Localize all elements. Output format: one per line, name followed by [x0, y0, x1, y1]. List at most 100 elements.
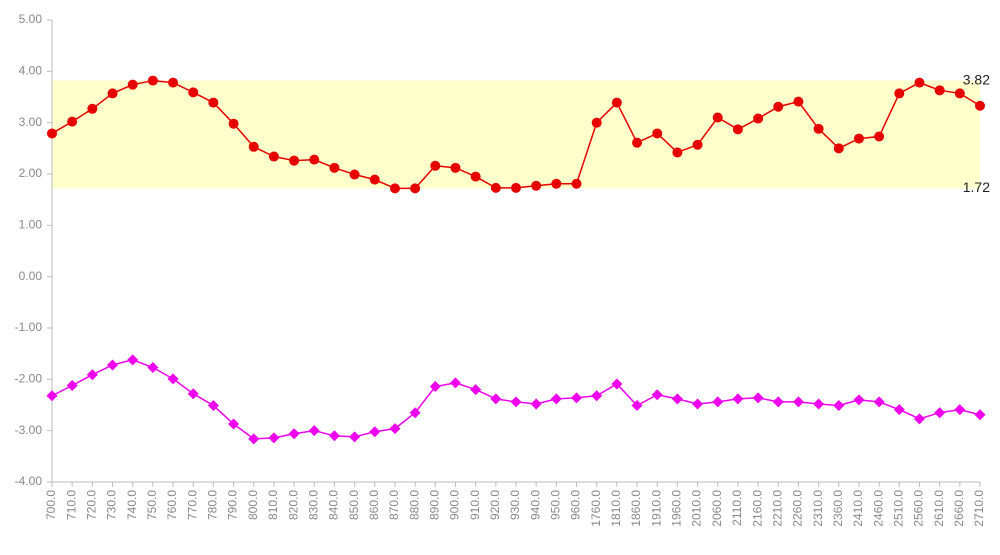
point: [550, 393, 562, 405]
point: [329, 162, 340, 173]
point: [188, 87, 199, 98]
point: [551, 178, 562, 189]
x-tick-label: 890.0: [427, 490, 441, 520]
point: [531, 180, 542, 191]
point: [107, 88, 118, 99]
point: [914, 77, 925, 88]
point: [147, 362, 159, 374]
point: [974, 409, 986, 421]
point: [228, 118, 239, 129]
point: [853, 133, 864, 144]
x-tick-label: 1860.0: [629, 490, 643, 527]
y-tick-label: -3.00: [15, 423, 43, 437]
x-tick-label: 870.0: [387, 490, 401, 520]
band-label: 3.82: [963, 71, 990, 87]
point: [309, 154, 320, 165]
point: [187, 388, 199, 400]
x-tick-label: 900.0: [448, 490, 462, 520]
x-tick-label: 910.0: [468, 490, 482, 520]
x-tick-label: 700.0: [44, 490, 58, 520]
x-tick-label: 840.0: [327, 490, 341, 520]
point: [954, 88, 965, 99]
point: [66, 379, 78, 391]
x-tick-label: 2110.0: [730, 490, 744, 526]
point: [591, 117, 602, 128]
point: [328, 430, 340, 442]
point: [490, 182, 501, 193]
point: [631, 400, 643, 412]
point: [430, 160, 441, 171]
point: [975, 100, 985, 111]
x-tick-label: 790.0: [226, 490, 240, 520]
point: [207, 400, 219, 412]
point: [712, 112, 723, 123]
x-tick-label: 830.0: [306, 490, 320, 520]
point: [389, 183, 400, 194]
point: [692, 398, 704, 410]
x-tick-label: 760.0: [165, 490, 179, 520]
x-tick-label: 2410.0: [851, 490, 865, 527]
point: [813, 123, 824, 134]
point: [652, 128, 663, 139]
point: [833, 143, 844, 154]
point: [934, 85, 945, 96]
point: [349, 169, 360, 180]
point: [389, 423, 401, 435]
x-tick-label: 930.0: [508, 490, 522, 520]
x-tick-label: 720.0: [85, 490, 99, 520]
x-tick-label: 860.0: [367, 490, 381, 520]
y-tick-label: -4.00: [15, 474, 43, 488]
point: [208, 97, 219, 108]
point: [511, 182, 521, 193]
point: [934, 407, 946, 419]
y-tick-label: -1.00: [15, 320, 43, 334]
x-tick-label: 820.0: [286, 490, 300, 520]
point: [732, 124, 743, 135]
point: [410, 183, 421, 194]
point: [571, 178, 582, 189]
point: [732, 393, 744, 405]
point: [86, 369, 98, 381]
y-tick-label: 0.00: [19, 269, 43, 283]
x-tick-label: 810.0: [266, 490, 280, 520]
x-tick-label: 780.0: [206, 490, 220, 520]
point: [712, 396, 724, 408]
point: [107, 359, 119, 371]
x-tick-label: 750.0: [145, 490, 159, 520]
point: [46, 390, 58, 402]
point: [611, 97, 622, 108]
point: [752, 392, 764, 404]
point: [470, 171, 481, 182]
x-tick-label: 770.0: [185, 490, 199, 520]
point: [409, 407, 421, 419]
point: [853, 394, 865, 406]
x-tick-label: 1960.0: [670, 490, 684, 527]
x-tick-label: 2210.0: [770, 490, 784, 527]
point: [308, 425, 320, 437]
x-tick-label: 940.0: [528, 490, 542, 520]
x-tick-label: 950.0: [549, 490, 563, 520]
x-tick-label: 2010.0: [690, 490, 704, 527]
x-tick-label: 960.0: [569, 490, 583, 520]
point: [268, 151, 279, 162]
point: [168, 77, 179, 88]
y-tick-label: 1.00: [19, 218, 43, 232]
y-tick-label: -2.00: [15, 372, 43, 386]
point: [248, 141, 259, 152]
x-tick-label: 2310.0: [811, 490, 825, 527]
point: [793, 96, 804, 107]
x-tick-label: 2360.0: [831, 490, 845, 527]
point: [490, 393, 502, 405]
point: [248, 433, 260, 445]
x-tick-label: 730.0: [105, 490, 119, 520]
point: [450, 162, 461, 173]
x-tick-label: 2610.0: [932, 490, 946, 527]
point: [671, 393, 683, 405]
point: [792, 396, 804, 408]
point: [873, 396, 885, 408]
x-tick-label: 1910.0: [649, 490, 663, 527]
point: [228, 418, 240, 430]
point: [692, 139, 703, 150]
point: [813, 398, 825, 410]
